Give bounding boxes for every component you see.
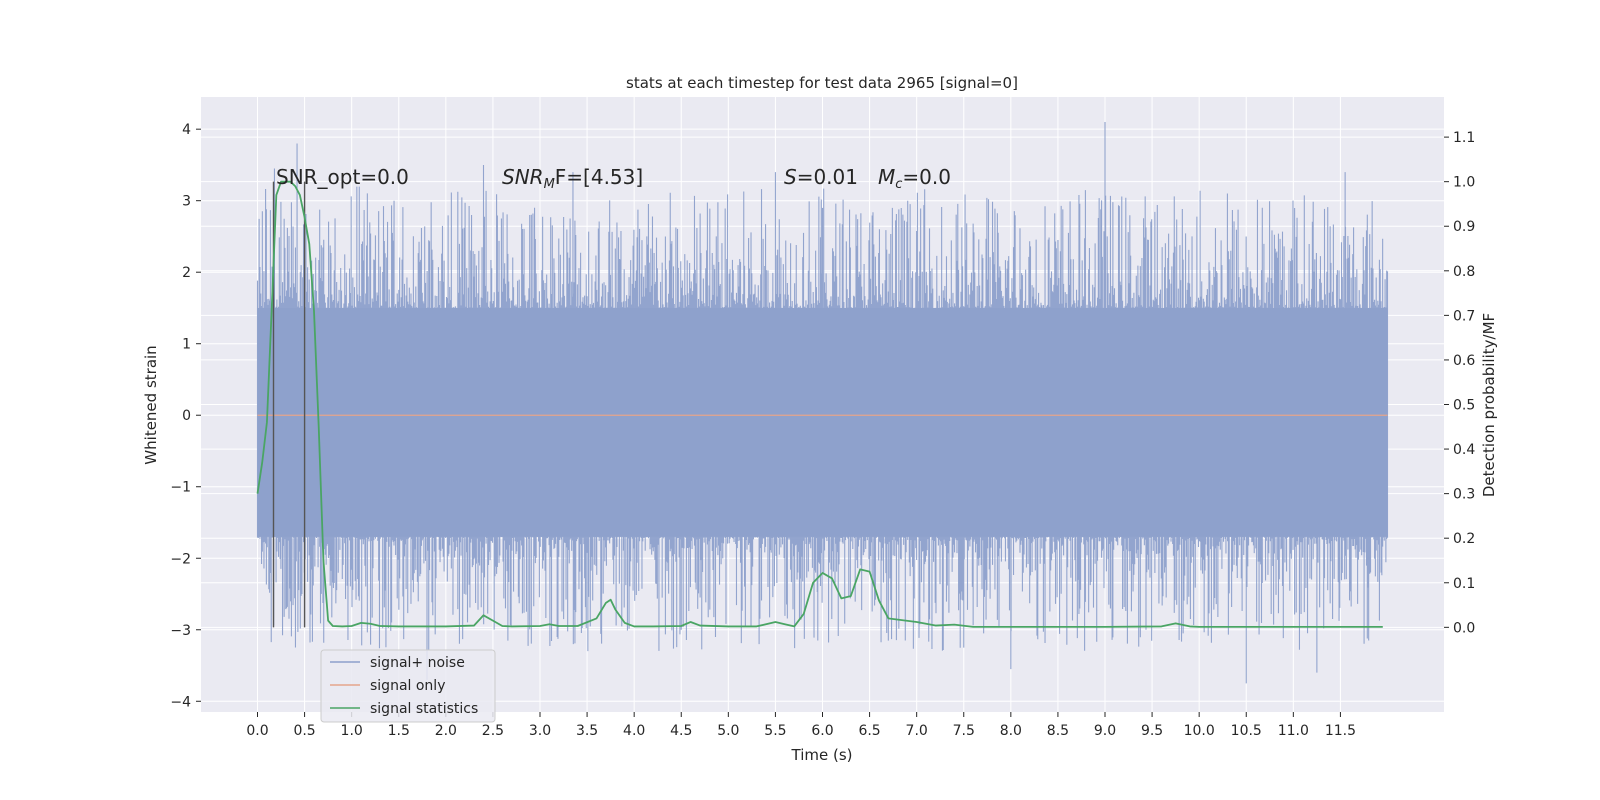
y-right-tick-label: 1.1 <box>1453 130 1475 146</box>
y-right-tick-label: 1.0 <box>1453 175 1475 191</box>
annotation-snr-mf: SNRMF=[4.53] <box>502 165 643 192</box>
x-tick-label: 3.5 <box>576 723 598 739</box>
y-left-tick-label: −4 <box>170 694 191 710</box>
x-tick-label: 10.0 <box>1184 723 1215 739</box>
annotation-mc-main: M <box>878 165 895 189</box>
x-tick-label: 7.5 <box>953 723 975 739</box>
signal-statistics-series <box>256 180 1383 628</box>
x-tick-label: 8.5 <box>1047 723 1069 739</box>
y-right-tick-label: 0.4 <box>1453 442 1475 458</box>
y-left-tick-label: −3 <box>170 623 191 639</box>
x-tick-label: 1.0 <box>341 723 363 739</box>
x-tick-label: 3.0 <box>529 723 551 739</box>
y-left-tick-label: 0 <box>182 408 191 424</box>
x-tick-label: 5.5 <box>764 723 786 739</box>
y-right-tick-label: 0.8 <box>1453 264 1475 280</box>
annotation-s-value: =0.01 <box>797 165 858 189</box>
legend-label-signal-only: signal only <box>370 678 445 694</box>
chart-title: stats at each timestep for test data 296… <box>626 74 1018 92</box>
y-right-tick-label: 0.3 <box>1453 487 1475 503</box>
legend-label-signal-noise: signal+ noise <box>370 655 465 671</box>
legend-label-signal-statistics: signal statistics <box>370 701 478 717</box>
y-right-tick-label: 0.1 <box>1453 576 1475 592</box>
x-tick-label: 8.0 <box>1000 723 1022 739</box>
y-right-tick-label: 0.2 <box>1453 531 1475 547</box>
legend-box <box>320 649 496 723</box>
x-tick-label: 2.5 <box>482 723 504 739</box>
annotation-mc-sub: c <box>895 177 902 192</box>
y-right-tick-label: 0.7 <box>1453 308 1475 324</box>
y-left-tick-label: 2 <box>182 265 191 281</box>
noise-spikes <box>256 122 1389 684</box>
x-tick-label: 9.0 <box>1094 723 1116 739</box>
annotation-mc: Mc=0.0 <box>878 165 951 192</box>
x-tick-label: 6.0 <box>811 723 833 739</box>
x-tick-label: 10.5 <box>1231 723 1262 739</box>
y-left-tick-label: −2 <box>170 551 191 567</box>
x-tick-label: 9.5 <box>1141 723 1163 739</box>
x-tick-label: 11.0 <box>1278 723 1309 739</box>
y-right-tick-label: 0.0 <box>1453 620 1475 636</box>
right-y-axis-ticks: 1.1 1.0 0.9 0.8 0.7 0.6 0.5 0.4 0.3 0.2 0.1 0.0 <box>1444 130 1475 636</box>
x-tick-label: 7.0 <box>906 723 928 739</box>
y-right-tick-label: 0.9 <box>1453 219 1475 235</box>
x-tick-label: 5.0 <box>717 723 739 739</box>
x-tick-label: 11.5 <box>1325 723 1356 739</box>
right-y-axis-label: Detection probability/MF <box>1480 313 1498 497</box>
x-tick-label: 0.0 <box>246 723 268 739</box>
annotation-s: S=0.01 <box>784 165 858 189</box>
y-left-tick-label: 4 <box>182 122 191 138</box>
signal-plus-noise-series <box>256 122 1389 684</box>
annotation-snr-mf-rest: F=[4.53] <box>555 165 643 189</box>
x-tick-label: 1.5 <box>388 723 410 739</box>
y-left-tick-label: 1 <box>182 337 191 353</box>
x-tick-label: 4.5 <box>670 723 692 739</box>
y-left-tick-label: 3 <box>182 194 191 210</box>
annotation-snr-mf-sub: M <box>544 177 555 192</box>
left-y-axis-label: Whitened strain <box>142 345 160 464</box>
y-right-tick-label: 0.5 <box>1453 398 1475 414</box>
annotation-mc-value: =0.0 <box>902 165 951 189</box>
x-axis-label: Time (s) <box>791 746 853 764</box>
legend: signal+ noise signal only signal statist… <box>320 649 496 723</box>
signal-statistics-line <box>256 180 1383 628</box>
x-tick-label: 6.5 <box>858 723 880 739</box>
left-y-axis-ticks: 4 3 2 1 0 −1 −2 −3 −4 <box>170 122 201 710</box>
annotation-s-label: S <box>784 165 797 189</box>
x-tick-label: 2.0 <box>435 723 457 739</box>
y-right-tick-label: 0.6 <box>1453 353 1475 369</box>
x-tick-label: 4.0 <box>623 723 645 739</box>
annotation-snr-opt: SNR_opt=0.0 <box>276 165 409 189</box>
y-left-tick-label: −1 <box>170 480 191 496</box>
annotation-snr-mf-main: SNR <box>502 165 544 189</box>
x-axis-ticks: 0.0 0.5 1.0 1.5 2.0 2.5 3.0 3.5 4.0 4.5 5.0 5.5 6.0 6… <box>246 712 1356 739</box>
x-tick-label: 0.5 <box>293 723 315 739</box>
